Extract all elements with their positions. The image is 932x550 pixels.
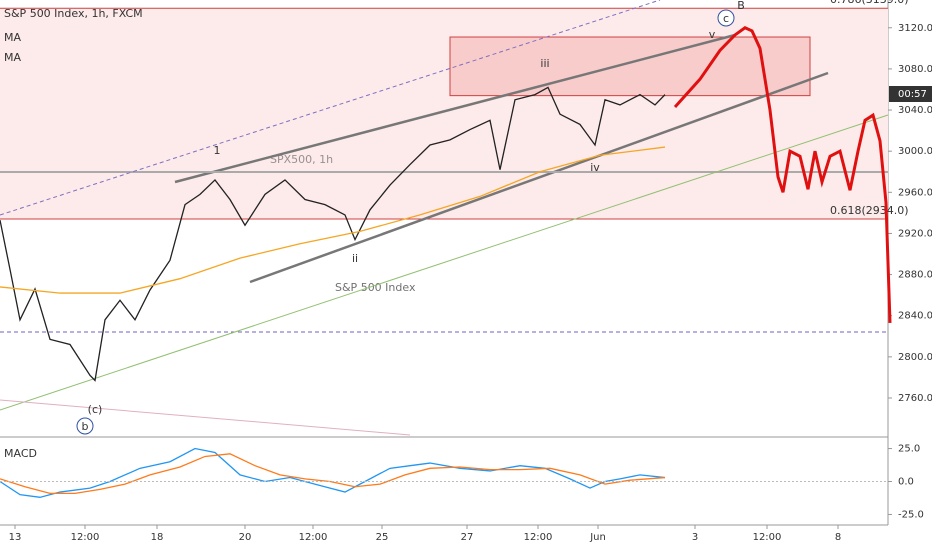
wave-circle [717, 9, 735, 27]
indicator-label: MA [4, 51, 21, 64]
wave-label: iii [540, 57, 549, 70]
y-tick-label: 3040.0 [898, 105, 932, 116]
series-line [673, 26, 892, 323]
wave-label: c [723, 12, 729, 25]
y-tick-label: 2840.0 [898, 311, 932, 322]
wave-circle [76, 417, 94, 435]
series-line [0, 86, 666, 382]
wave-label: (c) [88, 403, 103, 416]
trend-line [0, 114, 889, 411]
macd-title: MACD [4, 447, 37, 460]
trend-line [174, 33, 736, 184]
wave-label: B [737, 0, 745, 12]
x-tick-label: 20 [239, 532, 252, 543]
x-tick-label: 12:00 [71, 532, 100, 543]
chart-title: S&P 500 Index, 1h, FXCM [4, 7, 143, 20]
y-tick-label: 3000.0 [898, 146, 932, 157]
price-tag-box [889, 86, 932, 102]
x-tick-label: 3 [692, 532, 698, 543]
wave-label: 1 [214, 144, 221, 157]
y-tick-label: 3080.0 [898, 64, 932, 75]
trend-line [249, 71, 829, 284]
wave-label: b [82, 420, 89, 433]
x-tick-label: 25 [376, 532, 389, 543]
target-zone [449, 36, 811, 97]
y-tick-label: 2960.0 [898, 187, 932, 198]
y-tick-label: 0.0 [898, 477, 914, 488]
y-tick-label: 3120.0 [898, 23, 932, 34]
x-tick-label: 13 [9, 532, 22, 543]
x-tick-label: 12:00 [524, 532, 553, 543]
y-tick-label: 25.0 [898, 444, 920, 455]
series-line [0, 146, 666, 294]
indicator-label: MA [4, 31, 21, 44]
y-tick-label: 2800.0 [898, 352, 932, 363]
y-tick-label: 2760.0 [898, 393, 932, 404]
x-tick-label: 18 [151, 532, 164, 543]
y-tick-label: 2920.0 [898, 228, 932, 239]
watermark: SPX500, 1h [270, 153, 333, 166]
fib-label: 0.786(3139.0) [830, 0, 909, 6]
x-tick-label: 27 [461, 532, 474, 543]
watermark: S&P 500 Index [335, 281, 416, 294]
x-tick-label: Jun [589, 532, 606, 543]
trend-line [0, 0, 661, 216]
x-tick-label: 12:00 [753, 532, 782, 543]
wave-label: ii [352, 252, 358, 265]
wave-label: iv [590, 161, 600, 174]
trend-line [0, 399, 411, 436]
wave-label: v [709, 28, 716, 41]
series-line [0, 453, 666, 495]
y-tick-label: -25.0 [898, 509, 924, 520]
fib-label: 0.618(2934.0) [830, 204, 909, 217]
y-tick-label: 2880.0 [898, 270, 932, 281]
x-tick-label: 8 [835, 532, 841, 543]
x-tick-label: 12:00 [299, 532, 328, 543]
price-tag: 00:57 [898, 89, 927, 100]
